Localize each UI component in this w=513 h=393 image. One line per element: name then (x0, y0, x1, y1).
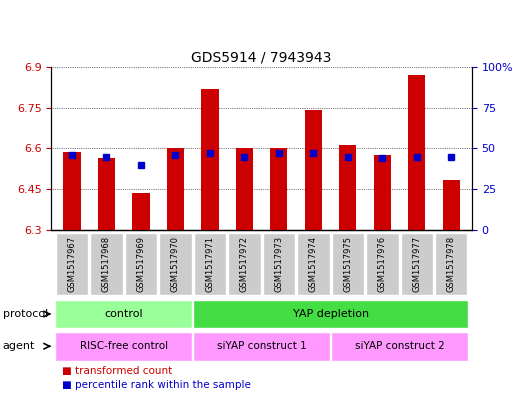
Text: control: control (105, 309, 143, 319)
Bar (305, 110, 322, 230)
Text: ■ percentile rank within the sample: ■ percentile rank within the sample (62, 380, 250, 390)
Bar (373, 155, 391, 230)
Text: GSM1517969: GSM1517969 (136, 236, 146, 292)
Bar (98, 158, 115, 230)
Text: GSM1517971: GSM1517971 (205, 236, 214, 292)
FancyBboxPatch shape (194, 233, 226, 296)
Bar (132, 193, 150, 230)
Text: GSM1517970: GSM1517970 (171, 236, 180, 292)
Text: protocol: protocol (3, 309, 48, 319)
Text: ■ transformed count: ■ transformed count (62, 366, 172, 376)
FancyBboxPatch shape (56, 233, 88, 296)
Bar (443, 180, 460, 230)
Bar (236, 149, 253, 230)
Title: GDS5914 / 7943943: GDS5914 / 7943943 (191, 50, 332, 64)
Text: YAP depletion: YAP depletion (292, 309, 369, 319)
Text: siYAP construct 1: siYAP construct 1 (217, 341, 306, 351)
FancyBboxPatch shape (331, 233, 364, 296)
Bar (339, 145, 357, 230)
Text: siYAP construct 2: siYAP construct 2 (354, 341, 444, 351)
Text: GSM1517975: GSM1517975 (343, 236, 352, 292)
FancyBboxPatch shape (297, 233, 329, 296)
Bar (270, 148, 287, 230)
Bar (167, 149, 184, 230)
FancyBboxPatch shape (159, 233, 192, 296)
FancyBboxPatch shape (125, 233, 157, 296)
FancyBboxPatch shape (193, 332, 330, 361)
Text: agent: agent (3, 341, 35, 351)
Text: RISC-free control: RISC-free control (80, 341, 168, 351)
Text: GSM1517974: GSM1517974 (309, 236, 318, 292)
Text: GSM1517977: GSM1517977 (412, 236, 421, 292)
FancyBboxPatch shape (401, 233, 433, 296)
FancyBboxPatch shape (435, 233, 467, 296)
Text: GSM1517973: GSM1517973 (274, 236, 283, 292)
FancyBboxPatch shape (193, 299, 468, 329)
FancyBboxPatch shape (55, 332, 192, 361)
Bar (64, 152, 81, 230)
Bar (408, 75, 425, 230)
FancyBboxPatch shape (90, 233, 123, 296)
FancyBboxPatch shape (263, 233, 295, 296)
Text: GSM1517972: GSM1517972 (240, 236, 249, 292)
Bar (201, 88, 219, 230)
FancyBboxPatch shape (331, 332, 468, 361)
FancyBboxPatch shape (228, 233, 261, 296)
FancyBboxPatch shape (55, 299, 192, 329)
Text: GSM1517978: GSM1517978 (447, 236, 456, 292)
Text: GSM1517967: GSM1517967 (68, 236, 76, 292)
Text: GSM1517968: GSM1517968 (102, 236, 111, 292)
FancyBboxPatch shape (366, 233, 399, 296)
Text: GSM1517976: GSM1517976 (378, 236, 387, 292)
